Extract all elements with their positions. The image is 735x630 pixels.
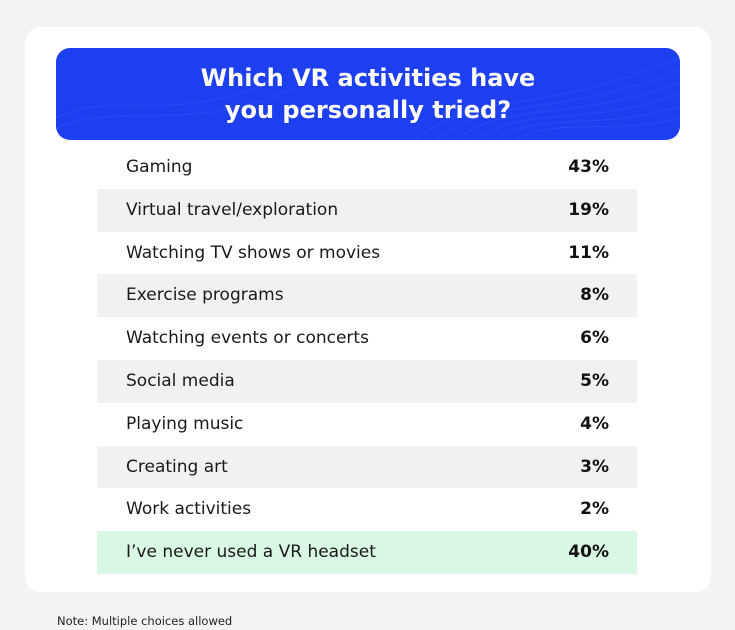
row-label: I’ve never used a VR headset (126, 542, 376, 563)
table-row: Playing music 4% (97, 403, 637, 446)
table-row: Gaming 43% (97, 146, 637, 189)
footnote: Note: Multiple choices allowed (57, 614, 233, 628)
row-label: Playing music (126, 413, 244, 434)
row-value: 3% (580, 456, 609, 477)
table-row: Social media 5% (97, 359, 637, 403)
row-label: Gaming (126, 157, 193, 177)
wave-pattern-decoration (56, 57, 680, 140)
row-value: 40% (568, 542, 609, 563)
table-row: Exercise programs 8% (97, 274, 637, 318)
row-value: 11% (568, 242, 609, 263)
chart-title: Which VR activities have you personally … (200, 64, 536, 124)
table-row: Virtual travel/exploration 19% (97, 188, 637, 232)
row-value: 4% (580, 413, 609, 434)
row-label: Social media (126, 370, 235, 391)
row-label: Exercise programs (126, 285, 284, 306)
table-row-highlight: I’ve never used a VR headset 40% (97, 531, 637, 574)
row-value: 2% (580, 499, 609, 520)
table-row: Watching TV shows or movies 11% (97, 232, 637, 275)
row-value: 8% (580, 285, 609, 306)
row-label: Work activities (126, 499, 252, 520)
results-table: Gaming 43% Virtual travel/exploration 19% Wa… (97, 146, 637, 574)
row-value: 6% (580, 328, 609, 349)
row-value: 5% (580, 370, 609, 391)
row-label: Creating art (126, 456, 228, 477)
row-label: Virtual travel/exploration (126, 199, 339, 220)
table-row: Watching events or concerts 6% (97, 317, 637, 360)
row-label: Watching TV shows or movies (126, 242, 381, 263)
table-row: Work activities 2% (97, 488, 637, 531)
row-label: Watching events or concerts (126, 328, 369, 349)
title-banner: Which VR activities have you personally … (56, 48, 680, 140)
row-value: 19% (568, 199, 609, 220)
row-value: 43% (568, 157, 609, 177)
table-row: Creating art 3% (97, 445, 637, 489)
